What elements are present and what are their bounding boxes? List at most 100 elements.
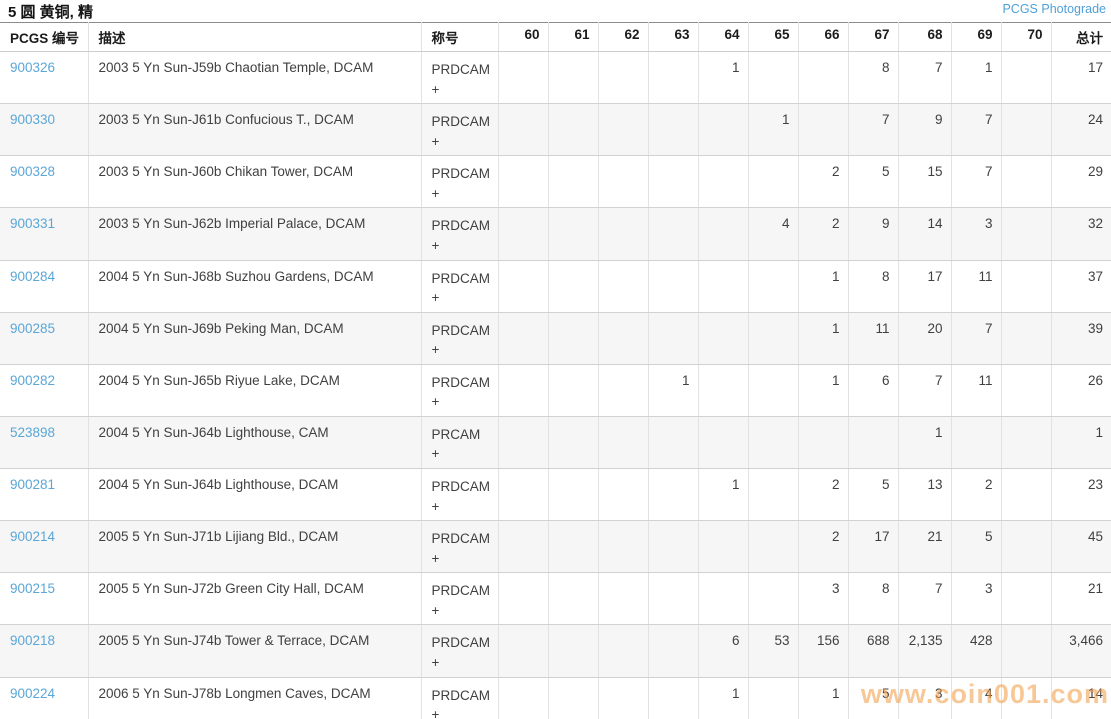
grade-count-cell: 2 bbox=[797, 468, 848, 522]
grade-count-cell bbox=[547, 155, 598, 209]
grade-count-cell bbox=[597, 51, 648, 105]
designation-line: + bbox=[431, 394, 440, 410]
grade-count-cell: 3 bbox=[797, 572, 848, 626]
grade-count-cell: 8 bbox=[847, 260, 898, 313]
grade-count-cell bbox=[1000, 103, 1051, 157]
coin-description: 2003 5 Yn Sun-J59b Chaotian Temple, DCAM bbox=[87, 51, 421, 105]
designation-cell: PRDCAM + bbox=[420, 207, 498, 261]
grade-count-cell: 2 bbox=[797, 155, 848, 209]
grade-count-cell: 8 bbox=[847, 572, 898, 626]
grade-count-cell bbox=[1000, 364, 1051, 417]
grade-count-cell bbox=[747, 260, 798, 313]
grade-count-cell bbox=[547, 677, 598, 719]
designation-cell: PRDCAM + bbox=[420, 103, 498, 157]
header-grade-65: 65 bbox=[747, 22, 798, 52]
pcgs-number-link[interactable]: 900224 bbox=[10, 685, 56, 701]
grade-count-cell: 1 bbox=[797, 364, 848, 417]
pcgs-number-link[interactable]: 900328 bbox=[10, 164, 56, 180]
total-count-cell: 29 bbox=[1050, 155, 1111, 209]
grade-count-cell bbox=[597, 677, 648, 719]
header-grade-67: 67 bbox=[847, 22, 898, 52]
coin-description: 2005 5 Yn Sun-J71b Lijiang Bld., DCAM bbox=[87, 520, 421, 574]
header-description: 描述 bbox=[87, 22, 421, 52]
table-row: 900328 2003 5 Yn Sun-J60b Chikan Tower, D… bbox=[0, 155, 1111, 209]
grade-count-cell bbox=[1000, 51, 1051, 105]
grade-count-cell bbox=[597, 572, 648, 626]
designation-cell: PRDCAM + bbox=[420, 155, 498, 209]
designation-cell: PRDCAM + bbox=[420, 312, 498, 365]
grade-count-cell: 11 bbox=[950, 364, 1001, 417]
pcgs-number-link[interactable]: 900218 bbox=[10, 633, 56, 649]
header-grade-62: 62 bbox=[597, 22, 648, 52]
pcgs-number-link[interactable]: 900281 bbox=[10, 477, 56, 492]
pcgs-number-link[interactable]: 900331 bbox=[10, 216, 56, 232]
pcgs-number-link[interactable]: 900326 bbox=[10, 60, 56, 75]
grade-count-cell: 6 bbox=[697, 624, 748, 678]
coin-description: 2006 5 Yn Sun-J78b Longmen Caves, DCAM bbox=[87, 677, 421, 719]
pcgs-number-cell: 523898 bbox=[0, 416, 88, 470]
grade-count-cell bbox=[497, 520, 548, 574]
pcgs-photograde-link[interactable]: PCGS Photograde bbox=[1002, 2, 1106, 16]
grade-count-cell bbox=[597, 416, 648, 470]
grade-count-cell: 5 bbox=[847, 677, 898, 719]
pcgs-number-cell: 900281 bbox=[0, 468, 88, 522]
pcgs-number-cell: 900328 bbox=[0, 155, 88, 209]
grade-count-cell: 9 bbox=[897, 103, 951, 157]
population-table: PCGS 编号 描述 称号 60 61 62 63 64 65 66 67 68 69 70 总计 9… bbox=[0, 22, 1111, 719]
grade-count-cell: 1 bbox=[950, 51, 1001, 105]
header-total: 总计 bbox=[1050, 22, 1111, 52]
header-grade-66: 66 bbox=[797, 22, 848, 52]
pcgs-number-cell: 900331 bbox=[0, 207, 88, 261]
total-count-cell: 17 bbox=[1050, 51, 1111, 105]
designation-cell: PRCAM + bbox=[420, 416, 498, 470]
grade-count-cell: 2,135 bbox=[897, 624, 951, 678]
grade-count-cell bbox=[647, 260, 698, 313]
grade-count-cell bbox=[1000, 572, 1051, 626]
header-grade-70: 70 bbox=[1000, 22, 1051, 52]
table-row: 900281 2004 5 Yn Sun-J64b Lighthouse, DCA… bbox=[0, 468, 1111, 522]
grade-count-cell: 9 bbox=[847, 207, 898, 261]
grade-count-cell bbox=[797, 416, 848, 470]
pcgs-number-link[interactable]: 900284 bbox=[10, 268, 56, 284]
pcgs-number-link[interactable]: 900214 bbox=[10, 529, 56, 545]
grade-count-cell bbox=[497, 624, 548, 678]
designation-line: PRDCAM bbox=[431, 479, 491, 494]
table-row: 900215 2005 5 Yn Sun-J72b Green City Hall… bbox=[0, 572, 1111, 626]
total-count-cell: 14 bbox=[1050, 677, 1111, 719]
pcgs-number-link[interactable]: 523898 bbox=[10, 424, 56, 440]
grade-count-cell bbox=[497, 312, 548, 365]
grade-count-cell bbox=[647, 468, 698, 522]
grade-count-cell: 4 bbox=[950, 677, 1001, 719]
grade-count-cell: 688 bbox=[847, 624, 898, 678]
coin-description: 2004 5 Yn Sun-J68b Suzhou Gardens, DCAM bbox=[87, 260, 421, 313]
table-row: 900224 2006 5 Yn Sun-J78b Longmen Caves, … bbox=[0, 677, 1111, 719]
designation-cell: PRDCAM + bbox=[420, 572, 498, 626]
designation-line: + bbox=[431, 446, 440, 462]
grade-count-cell bbox=[547, 260, 598, 313]
table-row: 900282 2004 5 Yn Sun-J65b Riyue Lake, DCA… bbox=[0, 364, 1111, 417]
pcgs-number-link[interactable]: 900285 bbox=[10, 320, 56, 336]
designation-line: + bbox=[431, 498, 440, 514]
pcgs-number-link[interactable]: 900330 bbox=[10, 112, 56, 128]
grade-count-cell bbox=[497, 677, 548, 719]
pcgs-number-link[interactable]: 900282 bbox=[10, 372, 56, 388]
table-row: 900326 2003 5 Yn Sun-J59b Chaotian Temple… bbox=[0, 51, 1111, 105]
grade-count-cell bbox=[497, 207, 548, 261]
topbar: 5 圆 黄铜, 精 PCGS Photograde bbox=[0, 0, 1111, 22]
header-grade-61: 61 bbox=[547, 22, 598, 52]
pcgs-number-link[interactable]: 900215 bbox=[10, 581, 56, 597]
grade-count-cell bbox=[747, 416, 798, 470]
header-grade-68: 68 bbox=[897, 22, 951, 52]
designation-cell: PRDCAM + bbox=[420, 520, 498, 574]
total-count-cell: 32 bbox=[1050, 207, 1111, 261]
coin-description: 2005 5 Yn Sun-J74b Tower & Terrace, DCAM bbox=[87, 624, 421, 678]
grade-count-cell bbox=[697, 572, 748, 626]
designation-line: PRDCAM bbox=[431, 531, 491, 547]
pcgs-number-cell: 900330 bbox=[0, 103, 88, 157]
designation-cell: PRDCAM + bbox=[420, 364, 498, 417]
grade-count-cell bbox=[497, 468, 548, 522]
grade-count-cell bbox=[697, 312, 748, 365]
designation-line: + bbox=[431, 81, 440, 97]
coin-description: 2003 5 Yn Sun-J62b Imperial Palace, DCAM bbox=[87, 207, 421, 261]
total-count-cell: 37 bbox=[1050, 260, 1111, 313]
